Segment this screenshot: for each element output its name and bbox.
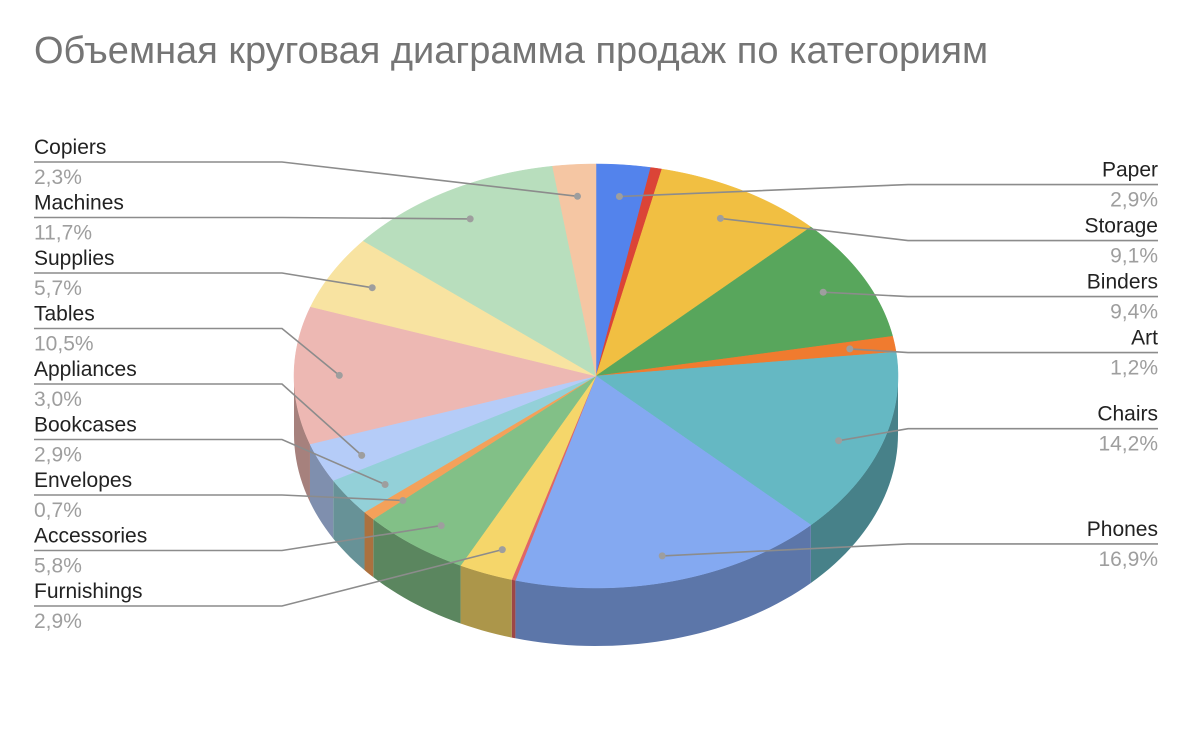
slice-labels: Paper 2,9% Storage 9,1% Binders 9,4% Art 1,2% Ch… (34, 136, 1158, 633)
value-copiers: 2,3% (34, 166, 82, 189)
slice-binders (595, 226, 893, 377)
leader-dot-supplies (368, 284, 376, 292)
leader-dot-furnishings (498, 546, 506, 554)
leader-dot-storage (716, 214, 724, 222)
slice-phones (515, 375, 812, 589)
label-accessories: Accessories (34, 525, 147, 548)
slice-bookcases (332, 375, 597, 513)
value-machines: 11,7% (34, 222, 92, 245)
leader-paper (619, 183, 1158, 198)
leader-dot-bookcases (381, 481, 389, 488)
slice-copiers (552, 163, 597, 377)
label-chairs: Chairs (1097, 403, 1158, 426)
value-appliances: 3,0% (34, 388, 82, 411)
leader-dot-accessories (437, 522, 445, 530)
label-supplies: Supplies (34, 247, 115, 270)
leader-lines (34, 161, 1158, 607)
label-art: Art (1131, 327, 1158, 350)
side-envelopes (364, 512, 374, 578)
label-envelopes: Envelopes (34, 469, 132, 492)
value-supplies: 5,7% (34, 277, 82, 300)
side-appliances (309, 444, 334, 539)
slice-appliances (309, 375, 597, 481)
value-art: 1,2% (1110, 357, 1158, 380)
value-paper: 2,9% (1110, 189, 1158, 212)
leader-art (849, 348, 1158, 354)
leader-tables (34, 327, 340, 377)
value-chairs: 14,2% (1098, 433, 1158, 456)
label-bookcases: Bookcases (34, 414, 137, 437)
pie-sides (294, 376, 898, 646)
value-accessories: 5,8% (34, 555, 82, 578)
label-furnishings: Furnishings (34, 580, 143, 603)
leader-dot-art (846, 345, 854, 353)
label-tables: Tables (34, 303, 95, 326)
leader-machines (34, 216, 471, 220)
side-chairs (810, 376, 898, 583)
value-furnishings: 2,9% (34, 610, 82, 633)
label-storage: Storage (1084, 215, 1158, 238)
value-bookcases: 2,9% (34, 444, 82, 467)
slice-supplies (310, 240, 597, 377)
leader-dot-copiers (574, 192, 581, 200)
leader-phones (662, 543, 1158, 557)
label-copiers: Copiers (34, 136, 106, 159)
side-phones (515, 524, 811, 646)
leader-dot-appliances (358, 451, 366, 459)
leader-dot-chairs (835, 437, 843, 445)
leader-envelopes (34, 494, 403, 502)
leader-dot-envelopes (399, 497, 407, 504)
slice-accessories (372, 375, 597, 566)
slice-chairs (595, 351, 899, 526)
value-binders: 9,4% (1110, 301, 1158, 324)
label-appliances: Appliances (34, 358, 137, 381)
leader-bookcases (34, 438, 386, 486)
leader-binders (823, 291, 1158, 298)
leader-dot-machines (466, 215, 474, 223)
side-tables (294, 376, 310, 503)
side-bookcases (333, 480, 365, 571)
value-envelopes: 0,7% (34, 499, 82, 522)
label-phones: Phones (1087, 518, 1158, 541)
value-tables: 10,5% (34, 333, 94, 356)
label-machines: Machines (34, 192, 124, 215)
slice-tables (293, 306, 597, 445)
leader-chairs (838, 427, 1158, 442)
leader-storage (720, 217, 1158, 242)
leader-dot-phones (658, 552, 666, 560)
side-fasteners (511, 579, 516, 639)
value-phones: 16,9% (1098, 548, 1158, 571)
leader-furnishings (34, 548, 503, 607)
slice-furnishings (460, 375, 597, 580)
value-storage: 9,1% (1110, 245, 1158, 268)
side-furnishings (460, 565, 512, 638)
leader-supplies (34, 272, 373, 289)
leader-dot-paper (615, 193, 623, 200)
leader-dot-tables (335, 371, 343, 379)
leader-accessories (34, 524, 442, 552)
leader-appliances (34, 383, 363, 456)
pie-slices (293, 163, 899, 589)
leader-copiers (34, 161, 578, 198)
label-paper: Paper (1102, 159, 1158, 182)
leader-dot-binders (819, 288, 827, 296)
label-binders: Binders (1087, 271, 1158, 294)
chart-title: Объемная круговая диаграмма продаж по ка… (34, 30, 989, 72)
slice-storage (595, 168, 812, 377)
